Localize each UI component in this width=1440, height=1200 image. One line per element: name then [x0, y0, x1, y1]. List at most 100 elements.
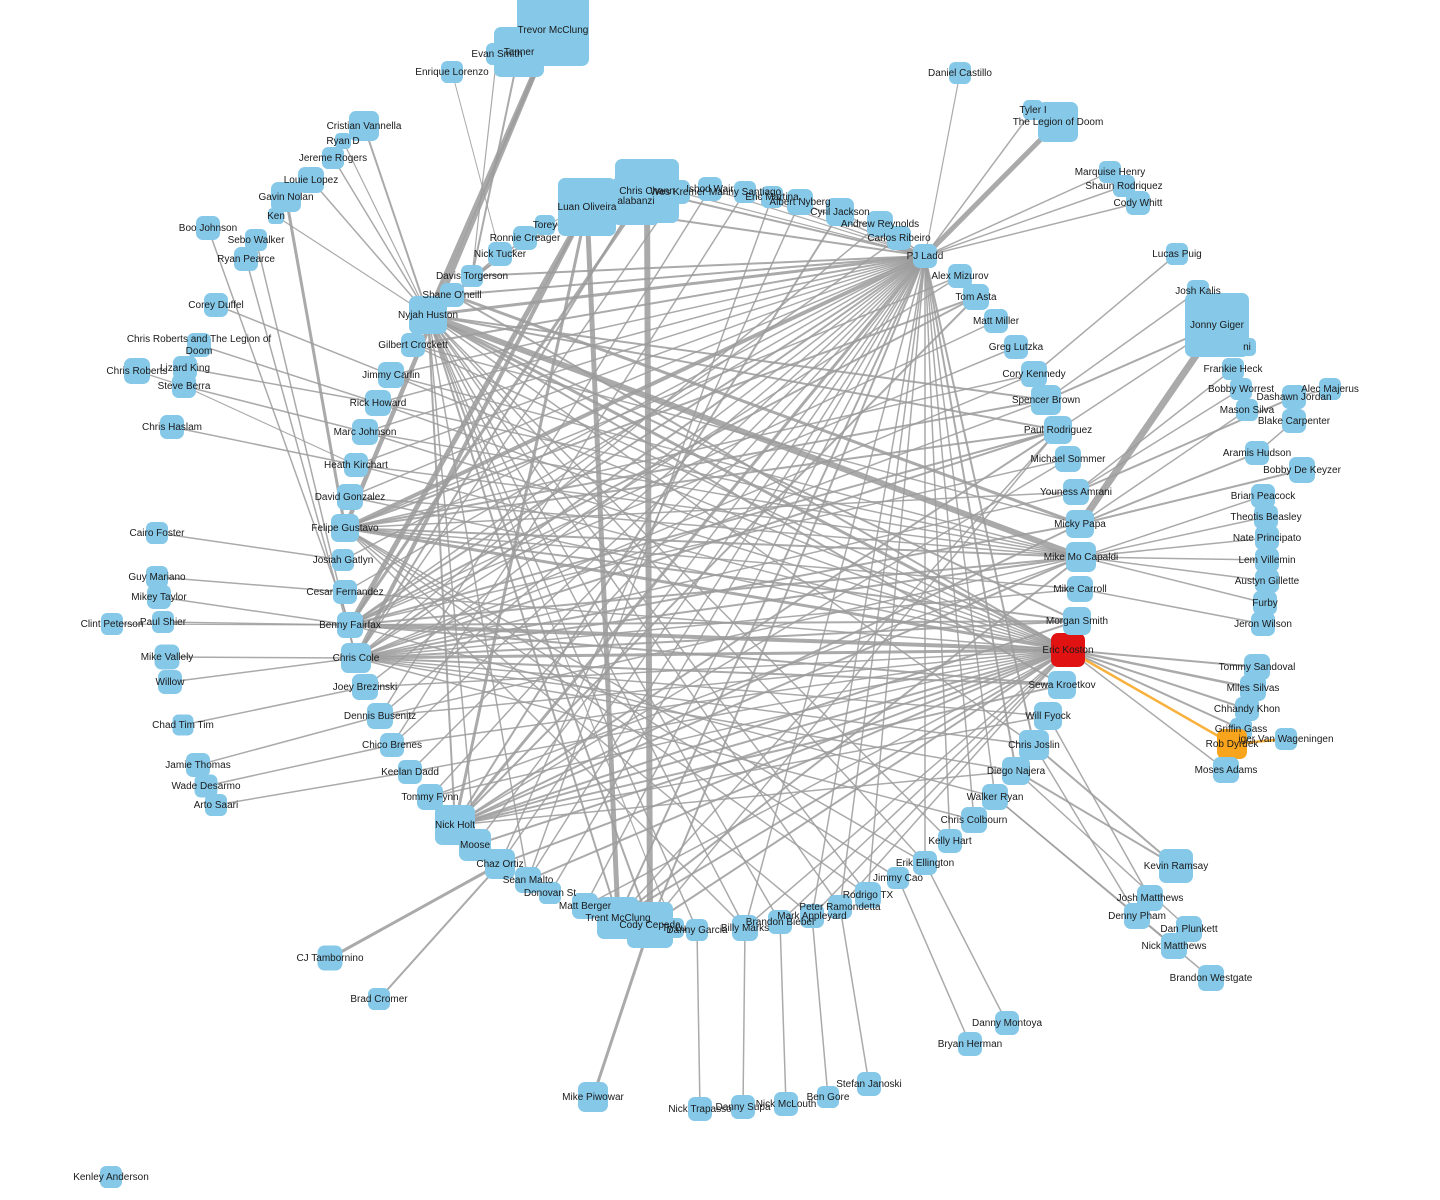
- node-ronnie-creager[interactable]: [513, 226, 537, 250]
- node-jeron-wilson[interactable]: [1251, 612, 1275, 636]
- node-jonny-giger[interactable]: [1185, 293, 1249, 357]
- node-aramis-hudson[interactable]: [1245, 441, 1269, 465]
- node-nick-mclouth[interactable]: [774, 1092, 798, 1116]
- node-matt-berger[interactable]: [572, 893, 598, 919]
- node-cyril-jackson[interactable]: [826, 198, 854, 226]
- node-paul-rodriguez[interactable]: [1044, 416, 1072, 444]
- node-corey-duffel[interactable]: [204, 293, 228, 317]
- node-ben-gore[interactable]: [817, 1086, 839, 1108]
- node-furby[interactable]: [1253, 591, 1277, 615]
- node-lucas-puig[interactable]: [1166, 243, 1188, 265]
- node-matt-miller[interactable]: [984, 309, 1008, 333]
- node-billy-marks[interactable]: [732, 915, 758, 941]
- node-bobby-de-keyzer[interactable]: [1289, 457, 1315, 483]
- node-brian-peacock[interactable]: [1251, 484, 1275, 508]
- node-spencer-brown[interactable]: [1031, 385, 1061, 415]
- node-pj-ladd[interactable]: [913, 244, 937, 268]
- node-eric-martina[interactable]: [761, 186, 783, 208]
- node-peter-ramondetta[interactable]: [828, 895, 852, 919]
- node-the-legion-of-doom[interactable]: [1038, 102, 1078, 142]
- node-ken[interactable]: [268, 208, 284, 224]
- node-nick-matthews[interactable]: [1161, 933, 1187, 959]
- node-sebo-walker[interactable]: [245, 229, 267, 251]
- node-stefan-janoski[interactable]: [857, 1072, 881, 1096]
- node-michael-sommer[interactable]: [1055, 446, 1081, 472]
- node-youness-amrani[interactable]: [1063, 479, 1089, 505]
- node-mike-piwowar[interactable]: [578, 1082, 608, 1112]
- node-dashawn-jordan[interactable]: [1282, 385, 1306, 409]
- node-guy-mariano[interactable]: [146, 566, 168, 588]
- node-donovan-st[interactable]: [539, 882, 561, 904]
- node-alec-majerus[interactable]: [1319, 378, 1341, 400]
- node-bobby-worrest[interactable]: [1230, 378, 1252, 400]
- node-chris-roberts[interactable]: [124, 358, 150, 384]
- node-chico-brenes[interactable]: [380, 733, 404, 757]
- node-keelan-dadd[interactable]: [398, 760, 422, 784]
- node-josiah-gatlyn[interactable]: [332, 549, 354, 571]
- node-carlos-ribeiro[interactable]: [887, 226, 911, 250]
- node-erik-ellington[interactable]: [913, 851, 937, 875]
- node-kelly-hart[interactable]: [938, 829, 962, 853]
- node-chaz-ortiz[interactable]: [485, 849, 515, 879]
- node-rick-howard[interactable]: [365, 390, 391, 416]
- node-benny-fairfax[interactable]: [337, 612, 363, 638]
- node-louie-lopez[interactable]: [298, 167, 324, 193]
- node-ishod-wair[interactable]: [698, 177, 722, 201]
- node-jereme-rogers[interactable]: [322, 147, 344, 169]
- node-gavin-nolan[interactable]: [271, 182, 301, 212]
- node-shaun-rodriquez[interactable]: [1113, 175, 1135, 197]
- node-cairo-foster[interactable]: [146, 522, 168, 544]
- node-jimmy-carlin[interactable]: [378, 362, 404, 388]
- node-alex-mizurov[interactable]: [948, 264, 972, 288]
- node-andrew-reynolds[interactable]: [867, 211, 893, 237]
- node-boo-johnson[interactable]: [196, 216, 220, 240]
- node-tanner[interactable]: [494, 27, 544, 77]
- node-gilbert-crockett[interactable]: [401, 333, 425, 357]
- node-micky-papa[interactable]: [1066, 510, 1094, 538]
- node-danny-montoya[interactable]: [995, 1011, 1019, 1035]
- node-jimmy-cao[interactable]: [887, 867, 909, 889]
- node-tom-asta[interactable]: [963, 284, 989, 310]
- node-felipe-gustavo[interactable]: [331, 514, 359, 542]
- node-paul-shier[interactable]: [152, 611, 174, 633]
- node-jamie-thomas[interactable]: [186, 753, 210, 777]
- node-mikey-taylor[interactable]: [147, 585, 171, 609]
- node-wade-desarmo[interactable]: [194, 774, 218, 798]
- node-chris-roberts-and-the-legion-of-doom[interactable]: [187, 333, 211, 357]
- node-sewa-kroetkov[interactable]: [1048, 671, 1076, 699]
- node-chris-colbourn[interactable]: [961, 807, 987, 833]
- node-marc-johnson[interactable]: [352, 419, 378, 445]
- node-eric-koston[interactable]: [1051, 633, 1085, 667]
- node-cory-kennedy[interactable]: [1021, 361, 1047, 387]
- node-enrique-lorenzo[interactable]: [441, 61, 463, 83]
- node-ty-lu[interactable]: [664, 918, 684, 938]
- node-chris-cole[interactable]: [341, 643, 371, 673]
- node-denny-pham[interactable]: [1124, 903, 1150, 929]
- node-kenley-anderson[interactable]: [100, 1166, 122, 1188]
- node-tommy-fynn[interactable]: [417, 784, 443, 810]
- node-david-gonzalez[interactable]: [337, 484, 363, 510]
- node-cody-whitt[interactable]: [1126, 191, 1150, 215]
- node-miles-silvas[interactable]: [1240, 675, 1266, 701]
- node-kevin-ramsay[interactable]: [1159, 849, 1193, 883]
- node-greg-lutzka[interactable]: [1004, 335, 1028, 359]
- node-chad-tim-tim[interactable]: [172, 714, 194, 736]
- node-lem-villemin[interactable]: [1255, 548, 1279, 572]
- node-ni[interactable]: [1238, 338, 1256, 356]
- node-blake-carpenter[interactable]: [1282, 409, 1306, 433]
- node-cristian-vannella[interactable]: [349, 111, 379, 141]
- node-ryan-d[interactable]: [335, 133, 351, 149]
- node-mike-carroll[interactable]: [1067, 576, 1093, 602]
- node-bryan-herman[interactable]: [958, 1032, 982, 1056]
- node-mike-mo-capaldi[interactable]: [1066, 542, 1096, 572]
- node-chhandy-khon[interactable]: [1235, 697, 1259, 721]
- node-theotis-beasley[interactable]: [1254, 505, 1278, 529]
- node-nyjah-huston[interactable]: [409, 296, 447, 334]
- node-morgan-smith[interactable]: [1063, 607, 1091, 635]
- node-mark-appleyard[interactable]: [800, 904, 824, 928]
- node-danny-supa[interactable]: [731, 1095, 755, 1119]
- node-dennis-busenitz[interactable]: [367, 703, 393, 729]
- node-austyn-gillette[interactable]: [1255, 569, 1279, 593]
- node-cody-cepeda[interactable]: [627, 902, 673, 948]
- node-albert-nyberg[interactable]: [787, 189, 813, 215]
